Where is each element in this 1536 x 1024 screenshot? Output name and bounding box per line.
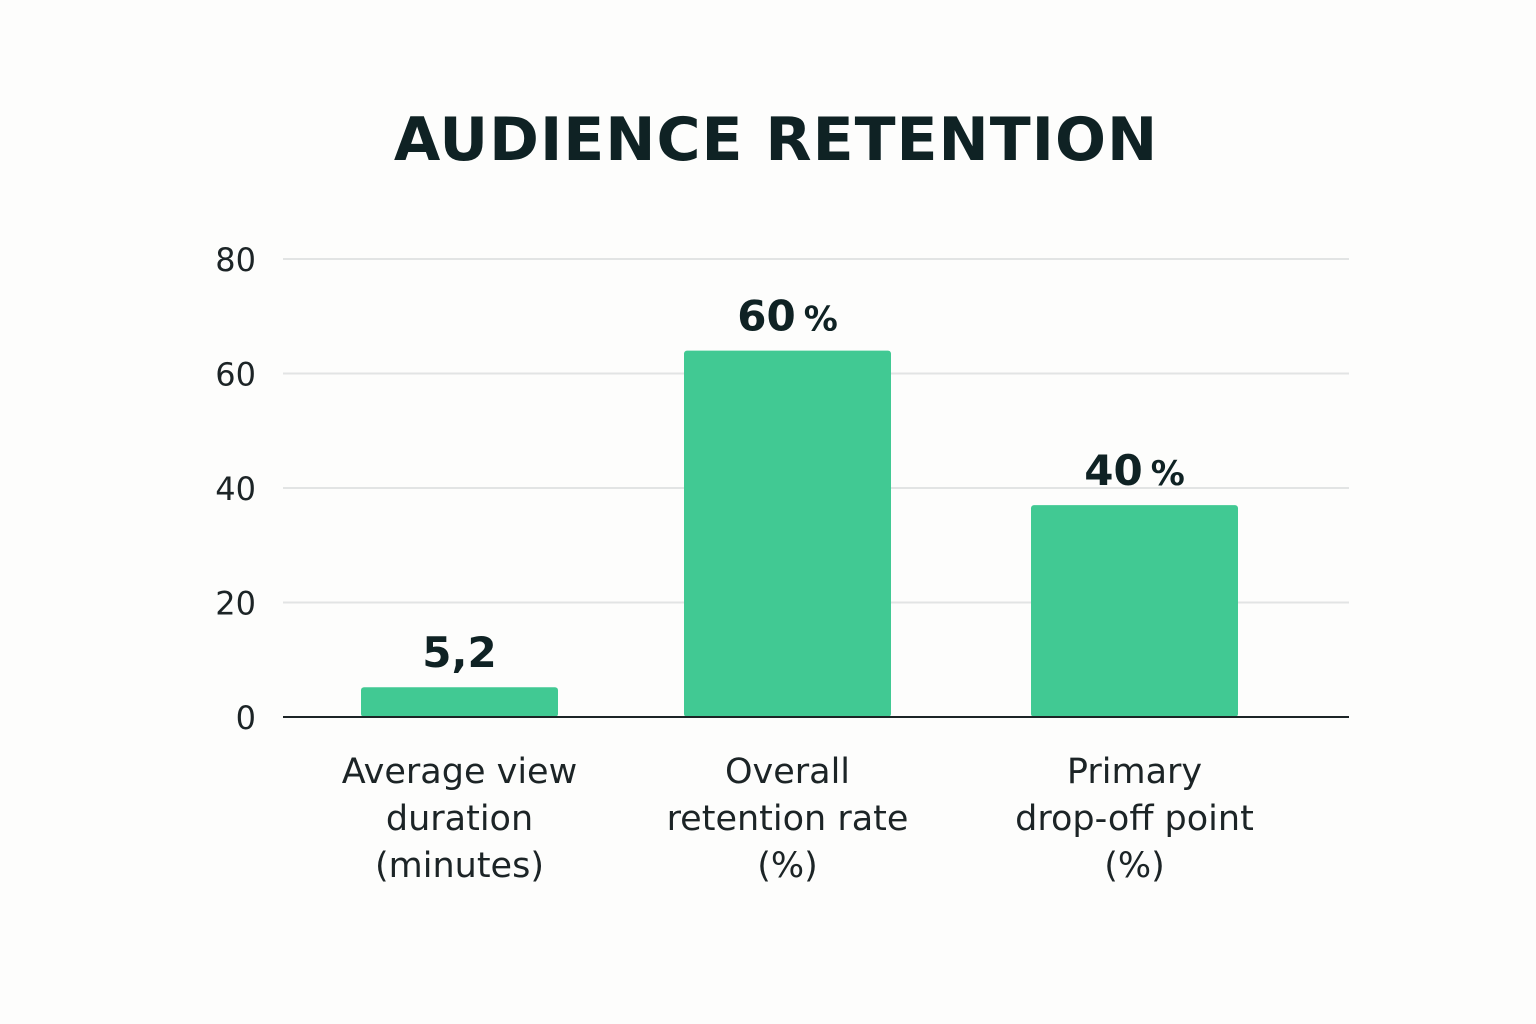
- x-axis: Average view duration (minutes) Overall rete…: [342, 752, 1254, 886]
- x-tick-label: Average view: [342, 752, 577, 792]
- bars: [361, 350, 1238, 717]
- data-label: 5,2: [422, 628, 496, 677]
- data-label-number: 5,2: [422, 628, 496, 677]
- data-label-number: 60: [737, 292, 795, 341]
- y-tick-label: 0: [236, 699, 256, 737]
- y-axis: 0 20 40 60 80: [215, 241, 256, 737]
- y-tick-label: 20: [215, 585, 256, 623]
- y-tick-label: 60: [215, 356, 256, 394]
- x-tick-label: drop-off point: [1015, 799, 1254, 839]
- x-tick-label: (%): [1104, 846, 1165, 886]
- x-tick-label: Overall: [725, 752, 850, 792]
- data-label: 60%: [737, 292, 838, 341]
- data-labels: 5,260 %40%: [422, 292, 1184, 678]
- chart-title: AUDIENCE RETENTION: [394, 105, 1158, 175]
- data-label-number: 40: [1084, 446, 1142, 495]
- bar: [361, 687, 558, 717]
- x-tick-label: retention rate: [667, 799, 909, 839]
- bar: [684, 350, 891, 717]
- y-tick-label: 40: [215, 470, 256, 508]
- y-tick-label: 80: [215, 241, 256, 279]
- data-label-unit: %: [1151, 454, 1185, 494]
- bar: [1031, 505, 1238, 717]
- x-tick-label: (%): [757, 846, 818, 886]
- data-label: 40%: [1084, 446, 1185, 495]
- x-tick-label: Primary: [1067, 752, 1202, 792]
- data-label-unit: %: [804, 300, 838, 340]
- x-tick-label: duration: [386, 799, 533, 839]
- x-tick-label: (minutes): [375, 846, 544, 886]
